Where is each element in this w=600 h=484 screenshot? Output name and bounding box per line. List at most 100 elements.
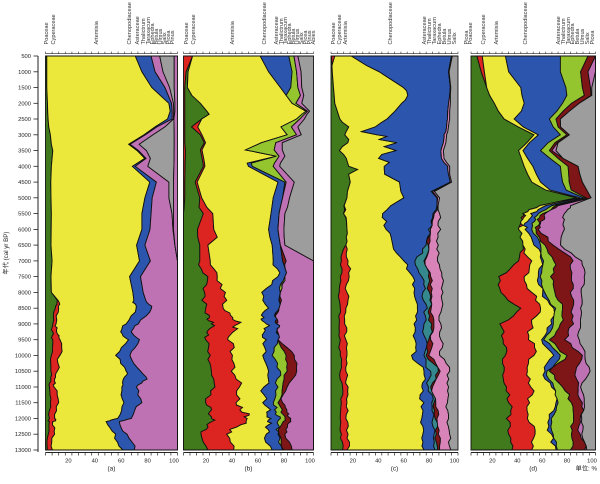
- svg-text:年代 (cal yr BP): 年代 (cal yr BP): [2, 232, 10, 275]
- svg-text:Chenopodiaceae: Chenopodiaceae: [523, 2, 529, 44]
- svg-text:80: 80: [426, 459, 432, 465]
- svg-text:Poaceae: Poaceae: [468, 22, 474, 44]
- svg-text:Ulmus: Ulmus: [158, 28, 164, 44]
- svg-text:(a): (a): [108, 466, 116, 473]
- svg-text:12500: 12500: [15, 432, 31, 438]
- svg-text:20: 20: [350, 459, 356, 465]
- svg-text:Chenopodiaceae: Chenopodiaceae: [388, 2, 394, 44]
- svg-text:Thalictrum: Thalictrum: [561, 18, 567, 44]
- svg-text:7000: 7000: [18, 259, 31, 265]
- svg-text:Taraxacum: Taraxacum: [432, 17, 438, 45]
- svg-text:Asteraceae: Asteraceae: [135, 16, 141, 44]
- svg-text:7500: 7500: [18, 275, 31, 281]
- svg-text:Salix: Salix: [452, 32, 458, 44]
- svg-text:Taraxacum: Taraxacum: [283, 17, 289, 45]
- svg-text:8000: 8000: [18, 290, 31, 296]
- svg-text:4500: 4500: [18, 180, 31, 186]
- svg-text:Artemisia: Artemisia: [343, 20, 349, 44]
- svg-text:Betula: Betula: [154, 28, 160, 45]
- svg-text:Cyperaceae: Cyperaceae: [481, 14, 487, 44]
- svg-text:100: 100: [587, 459, 597, 465]
- svg-text:40: 40: [229, 459, 235, 465]
- svg-text:4000: 4000: [18, 164, 31, 170]
- svg-text:Ephedra: Ephedra: [570, 22, 576, 44]
- svg-text:11000: 11000: [15, 385, 31, 391]
- svg-text:40: 40: [375, 459, 381, 465]
- svg-text:Chenopodiaceae: Chenopodiaceae: [127, 2, 133, 44]
- svg-text:Picea: Picea: [303, 30, 309, 45]
- svg-text:Pinus: Pinus: [170, 30, 176, 44]
- svg-text:Poaceae: Poaceae: [44, 22, 50, 44]
- svg-text:9000: 9000: [18, 322, 31, 328]
- svg-text:Ulmus: Ulmus: [295, 28, 301, 44]
- svg-text:80: 80: [564, 459, 570, 465]
- svg-text:Taraxacum: Taraxacum: [146, 17, 152, 45]
- svg-text:60: 60: [400, 459, 406, 465]
- svg-text:Poaceae: Poaceae: [184, 22, 190, 44]
- svg-text:80: 80: [144, 459, 150, 465]
- svg-text:Ephedra: Ephedra: [150, 22, 156, 44]
- svg-text:13000: 13000: [15, 448, 31, 454]
- svg-text:40: 40: [92, 459, 98, 465]
- svg-text:Taraxacum: Taraxacum: [566, 17, 572, 45]
- svg-text:Artemisia: Artemisia: [94, 20, 100, 44]
- svg-text:11500: 11500: [15, 401, 31, 407]
- svg-text:9500: 9500: [18, 338, 31, 344]
- svg-text:80: 80: [281, 459, 287, 465]
- svg-text:Artemisia: Artemisia: [494, 20, 500, 44]
- svg-text:(d): (d): [529, 466, 537, 473]
- svg-text:Cyperaceae: Cyperaceae: [191, 14, 197, 44]
- svg-text:单位: %: 单位: %: [576, 465, 598, 473]
- svg-text:(c): (c): [391, 466, 399, 473]
- svg-text:Asteraceae: Asteraceae: [274, 16, 280, 44]
- svg-text:40: 40: [514, 459, 520, 465]
- svg-text:100: 100: [169, 459, 179, 465]
- svg-text:8500: 8500: [18, 306, 31, 312]
- svg-text:Salix: Salix: [585, 32, 591, 44]
- svg-text:1000: 1000: [18, 70, 31, 76]
- svg-text:60: 60: [539, 459, 545, 465]
- svg-text:6000: 6000: [18, 227, 31, 233]
- svg-text:Artemisia: Artemisia: [230, 20, 236, 44]
- svg-text:Picea: Picea: [590, 30, 596, 45]
- svg-text:Poaceae: Poaceae: [331, 22, 337, 44]
- svg-text:Asteraceae: Asteraceae: [556, 16, 562, 44]
- svg-text:6500: 6500: [18, 243, 31, 249]
- svg-text:Picea: Picea: [464, 30, 470, 45]
- svg-text:Betula: Betula: [291, 28, 297, 45]
- svg-text:5500: 5500: [18, 212, 31, 218]
- svg-text:Ulmus: Ulmus: [580, 28, 586, 44]
- svg-text:Chenopodiaceae: Chenopodiaceae: [262, 2, 268, 44]
- svg-text:3000: 3000: [18, 133, 31, 139]
- svg-text:Betula: Betula: [575, 28, 581, 45]
- svg-text:20: 20: [203, 459, 209, 465]
- svg-text:3500: 3500: [18, 149, 31, 155]
- svg-text:Cyperaceae: Cyperaceae: [51, 14, 57, 44]
- svg-text:500: 500: [21, 54, 31, 60]
- svg-text:10000: 10000: [15, 353, 31, 359]
- svg-text:2000: 2000: [18, 101, 31, 107]
- svg-text:Picea: Picea: [166, 30, 172, 45]
- svg-text:Pinus: Pinus: [307, 30, 313, 44]
- svg-text:5000: 5000: [18, 196, 31, 202]
- svg-text:Asteraceae: Asteraceae: [422, 16, 428, 44]
- svg-text:10500: 10500: [15, 369, 31, 375]
- svg-text:Ephedra: Ephedra: [437, 22, 443, 44]
- svg-text:2500: 2500: [18, 117, 31, 123]
- svg-text:Thalictrum: Thalictrum: [279, 18, 285, 44]
- svg-text:20: 20: [489, 459, 495, 465]
- svg-text:Thalictrum: Thalictrum: [141, 18, 147, 44]
- svg-text:60: 60: [255, 459, 261, 465]
- svg-text:Salix: Salix: [162, 32, 168, 44]
- svg-text:Ulmus: Ulmus: [447, 28, 453, 44]
- svg-text:12000: 12000: [15, 417, 31, 423]
- svg-text:60: 60: [118, 459, 124, 465]
- svg-text:Betula: Betula: [442, 28, 448, 45]
- svg-text:Cyperaceae: Cyperaceae: [337, 14, 343, 44]
- svg-text:Salix: Salix: [299, 32, 305, 44]
- svg-text:Ephedra: Ephedra: [287, 22, 293, 44]
- svg-text:Thalictrum: Thalictrum: [427, 18, 433, 44]
- svg-text:20: 20: [65, 459, 71, 465]
- svg-text:(b): (b): [245, 466, 253, 473]
- svg-text:100: 100: [305, 459, 315, 465]
